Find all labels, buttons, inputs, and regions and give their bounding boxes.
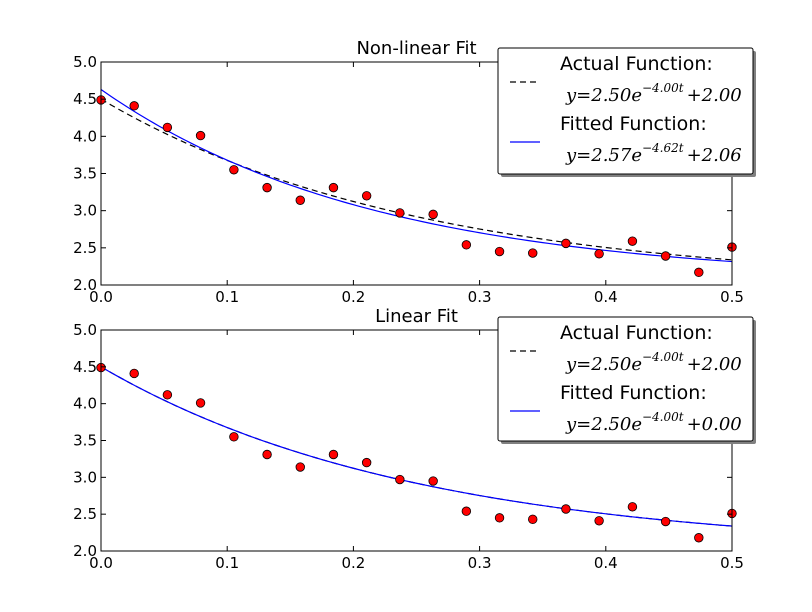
data-point [494, 513, 505, 523]
x-tick-label: 0.2 [341, 554, 365, 572]
series-line-1 [101, 98, 732, 261]
data-point [428, 209, 438, 220]
legend-equation-1: y=2.50e−4.00t +2.00 [565, 81, 742, 106]
data-point [395, 474, 405, 485]
data-point [528, 248, 538, 258]
data-point [361, 457, 372, 468]
data-point [660, 251, 671, 261]
x-tick-label: 0.1 [215, 554, 239, 572]
y-tick-label: 4.5 [73, 358, 97, 376]
data-point [627, 236, 638, 246]
y-tick-label: 2.5 [73, 239, 97, 257]
y-tick-label: 4.0 [73, 395, 97, 413]
x-tick-label: 0.2 [341, 288, 365, 306]
data-point [461, 240, 472, 250]
data-point [660, 516, 671, 527]
data-point [528, 514, 538, 525]
chart-panel-2: 0.0 0.1 0.2 0.3 0.4 0.5 2.0 2.5 3.0 3.5 4.0 4.5 5.0 L… [73, 306, 756, 572]
curves-group [101, 89, 732, 263]
data-point [694, 267, 704, 278]
y-tick-label: 5.0 [73, 53, 97, 71]
data-point [262, 182, 272, 193]
y-tick-label: 3.5 [73, 432, 97, 450]
legend-equation-2: y=2.50e−4.00t +0.00 [565, 410, 742, 435]
data-point [627, 502, 638, 512]
data-point [328, 449, 339, 460]
data-point [195, 130, 206, 141]
data-point [129, 368, 139, 379]
data-point [295, 462, 305, 472]
data-point [594, 249, 604, 259]
x-tick-label: 0.0 [89, 288, 113, 306]
x-tick-label: 0.1 [215, 288, 239, 306]
legend-equation-1: y=2.50e−4.00t +2.00 [565, 350, 742, 375]
data-point [328, 182, 339, 193]
data-point [694, 533, 704, 543]
data-point [428, 476, 438, 486]
y-tick-label: 2.0 [73, 276, 97, 294]
series-line-2 [101, 366, 732, 527]
legend-label-2: Fitted Function: [560, 382, 707, 404]
y-tick-label: 3.0 [73, 202, 97, 220]
data-point [162, 122, 173, 133]
data-point [494, 246, 505, 257]
chart-title: Linear Fit [375, 306, 458, 327]
legend-equation-2: y=2.57e−4.62t +2.06 [565, 141, 742, 166]
x-tick-label: 0.3 [468, 554, 492, 572]
x-tick-label: 0.4 [594, 554, 618, 572]
y-tick-label: 4.5 [73, 90, 97, 108]
x-tick-label: 0.3 [468, 288, 492, 306]
data-point [295, 195, 305, 205]
x-tick-label: 0.0 [89, 554, 113, 572]
data-point [229, 432, 239, 442]
legend-box [497, 316, 754, 442]
legend-box [497, 47, 754, 175]
y-tick-label: 4.0 [73, 127, 97, 145]
data-point [262, 449, 272, 460]
chart-panel-1: 0.0 0.1 0.2 0.3 0.4 0.5 2.0 2.5 3.0 3.5 4.0 4.5 5.0 N… [73, 38, 756, 306]
x-tick-label: 0.5 [720, 554, 744, 572]
y-tick-label: 3.5 [73, 165, 97, 183]
data-point [162, 390, 173, 400]
legend: Actual Function: y=2.50e−4.00t +2.00 Fitted… [497, 316, 756, 444]
data-point [195, 398, 206, 408]
data-point [361, 191, 372, 201]
data-point [229, 165, 239, 175]
legend-label-1: Actual Function: [560, 53, 713, 75]
legend-label-1: Actual Function: [560, 322, 713, 344]
y-tick-label: 3.0 [73, 468, 97, 486]
y-tick-label: 5.0 [73, 321, 97, 339]
data-point [561, 238, 571, 249]
legend-label-2: Fitted Function: [560, 113, 707, 135]
data-point [395, 208, 405, 218]
series-line-2 [101, 89, 732, 263]
y-tick-label: 2.0 [73, 542, 97, 560]
data-point [461, 506, 472, 516]
curves-group [101, 366, 732, 527]
y-tick-label: 2.5 [73, 505, 97, 523]
data-point [594, 516, 604, 526]
x-tick-label: 0.5 [720, 288, 744, 306]
data-point [561, 504, 571, 514]
legend: Actual Function: y=2.50e−4.00t +2.00 Fitted… [497, 47, 756, 177]
data-point [129, 101, 139, 111]
x-tick-label: 0.4 [594, 288, 618, 306]
chart-title: Non-linear Fit [356, 38, 476, 59]
